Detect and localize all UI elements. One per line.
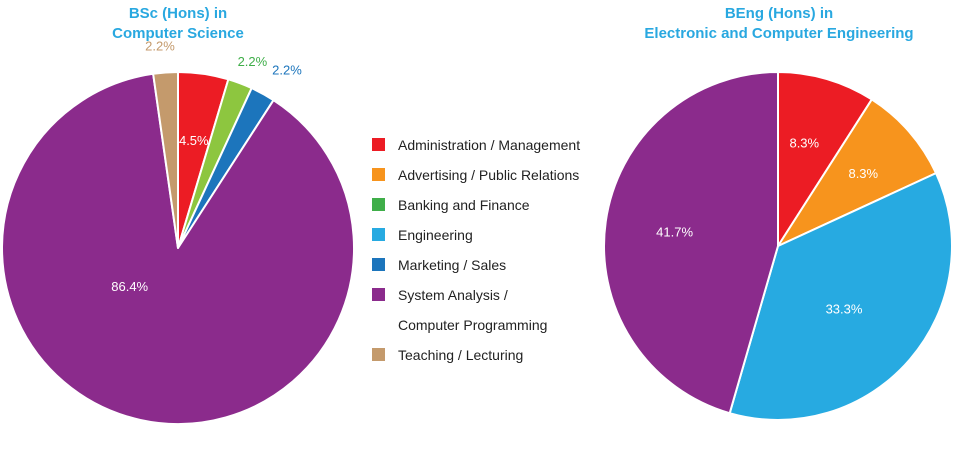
pie-slice <box>777 98 937 247</box>
pie-slice <box>603 71 779 415</box>
legend-label: Administration / Management <box>398 137 580 153</box>
pie-slice-label: 4.5% <box>179 133 209 148</box>
legend-swatch <box>372 198 385 211</box>
pie-slice <box>728 172 953 421</box>
legend-swatch <box>372 348 385 361</box>
legend-label: Advertising / Public Relations <box>398 167 579 183</box>
legend-label: System Analysis / <box>398 287 508 303</box>
legend-label: Engineering <box>398 227 473 243</box>
legend-label: Marketing / Sales <box>398 257 506 273</box>
legend-swatch <box>372 228 385 241</box>
pie-slice <box>152 71 179 249</box>
pie-slice-label: 33.3% <box>826 302 863 317</box>
legend-swatch <box>372 168 385 181</box>
pie-slice-label: 8.3% <box>789 136 819 151</box>
chart-title-line: BSc (Hons) in <box>129 5 227 22</box>
legend-label-continued: Computer Programming <box>398 317 547 333</box>
chart-title-line: Electronic and Computer Engineering <box>644 25 913 42</box>
chart-title-line: BEng (Hons) in <box>725 5 833 22</box>
pie-slice-label: 86.4% <box>111 279 148 294</box>
legend-swatch <box>372 258 385 271</box>
legend-label: Teaching / Lecturing <box>398 347 523 363</box>
chart-title-line: Computer Science <box>112 25 244 42</box>
pie-slice-label: 41.7% <box>656 224 693 239</box>
pie-slice-label: 2.2% <box>272 62 302 77</box>
pie-chart-electronic-engineering: BEng (Hons) in Electronic and Computer En… <box>603 5 953 421</box>
pie-slice-label: 2.2% <box>238 54 268 69</box>
legend-swatch <box>372 138 385 151</box>
legend-label: Banking and Finance <box>398 197 530 213</box>
pie-slice-label: 2.2% <box>145 38 175 53</box>
legend-swatch <box>372 288 385 301</box>
pie-slice-label: 8.3% <box>848 166 878 181</box>
pie-chart-computer-science: BSc (Hons) in Computer Science 4.5% 2.2% 2.2… <box>1 5 356 426</box>
legend: Administration / Management Advertising /… <box>372 137 580 363</box>
pie-slice <box>777 71 873 247</box>
